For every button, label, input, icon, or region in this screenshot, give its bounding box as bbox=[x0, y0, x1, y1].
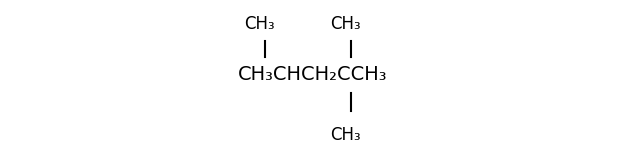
Text: CH₃CHCH₂CCH₃: CH₃CHCH₂CCH₃ bbox=[238, 66, 388, 84]
Text: CH₃: CH₃ bbox=[330, 126, 361, 144]
Text: CH₃: CH₃ bbox=[244, 15, 275, 33]
Text: CH₃: CH₃ bbox=[330, 15, 361, 33]
